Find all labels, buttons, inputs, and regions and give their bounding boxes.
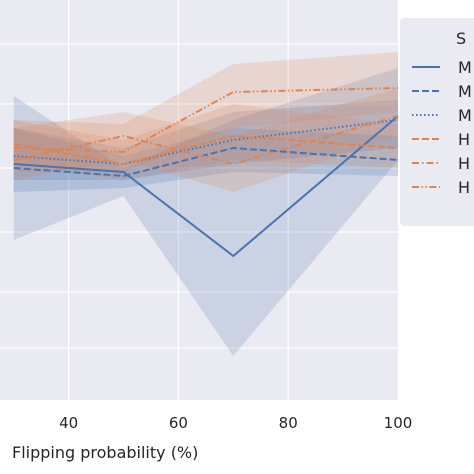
legend-label-1: M <box>458 58 472 77</box>
legend-label-6: H <box>458 178 470 197</box>
x-tick-labels: 40 60 80 100 <box>59 414 412 432</box>
x-tick-label: 100 <box>384 414 413 432</box>
x-tick-label: 80 <box>279 414 298 432</box>
legend-label-4: H <box>458 130 470 149</box>
series-line-2 <box>13 146 399 178</box>
plot-area <box>0 0 398 400</box>
legend-label-3: M <box>458 106 472 125</box>
confidence-band-5 <box>13 88 398 192</box>
series-line-1 <box>13 115 399 258</box>
confidence-band-3 <box>13 100 398 180</box>
legend-label-5: H <box>458 154 470 173</box>
series-line-4 <box>13 134 399 166</box>
x-tick-label: 60 <box>169 414 188 432</box>
x-tick-label: 40 <box>59 414 78 432</box>
legend-label-2: M <box>458 82 472 101</box>
series-line-5 <box>13 115 399 166</box>
series-line-3 <box>13 119 399 166</box>
legend-box <box>400 18 474 226</box>
legend-title: S <box>456 29 466 48</box>
grid-lines <box>0 0 398 400</box>
confidence-band-6 <box>13 52 398 172</box>
x-axis-label: Flipping probability (%) <box>12 443 198 462</box>
series-lines <box>13 87 399 258</box>
series-line-6 <box>13 87 399 154</box>
